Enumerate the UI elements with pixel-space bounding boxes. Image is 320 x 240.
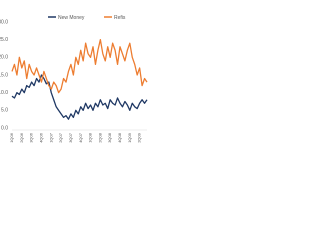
x-tick-label: 1Q08 xyxy=(88,132,93,143)
x-tick-label: 1Q06 xyxy=(9,132,14,143)
series-line xyxy=(11,74,148,120)
legend-label: New Money xyxy=(58,15,85,21)
x-tick-label: 1Q07 xyxy=(48,132,53,143)
y-tick-label: 10.0 xyxy=(0,90,8,96)
x-tick-label: 4Q07 xyxy=(78,132,83,143)
y-tick-label: 0.0 xyxy=(1,125,8,131)
x-tick-label: 4Q06 xyxy=(39,132,44,143)
x-tick-label: 2Q08 xyxy=(97,132,102,143)
chart: 0.0 5.0 10.0 15.0 20.0 25.0 30.0 1Q06 2Q06 3Q06 4Q… xyxy=(0,15,148,143)
y-tick-label: 20.0 xyxy=(0,55,8,61)
x-tick-label: 2Q07 xyxy=(58,132,63,143)
series-line xyxy=(11,39,148,94)
x-tick-label: 2Q06 xyxy=(19,132,24,143)
x-tick-label: 4Q08 xyxy=(117,132,122,143)
y-tick-label: 25.0 xyxy=(0,37,8,43)
x-tick-label: 3Q07 xyxy=(68,132,73,143)
y-tick-label: 5.0 xyxy=(1,108,8,114)
x-tick-label: 1Q09 xyxy=(127,132,132,143)
y-tick-label: 30.0 xyxy=(0,19,8,25)
legend-label: Refis xyxy=(114,15,126,21)
x-tick-label: 2Q09 xyxy=(137,132,142,143)
x-tick-label: 3Q06 xyxy=(29,132,34,143)
y-tick-label: 15.0 xyxy=(0,72,8,78)
x-tick-label: 3Q08 xyxy=(107,132,112,143)
